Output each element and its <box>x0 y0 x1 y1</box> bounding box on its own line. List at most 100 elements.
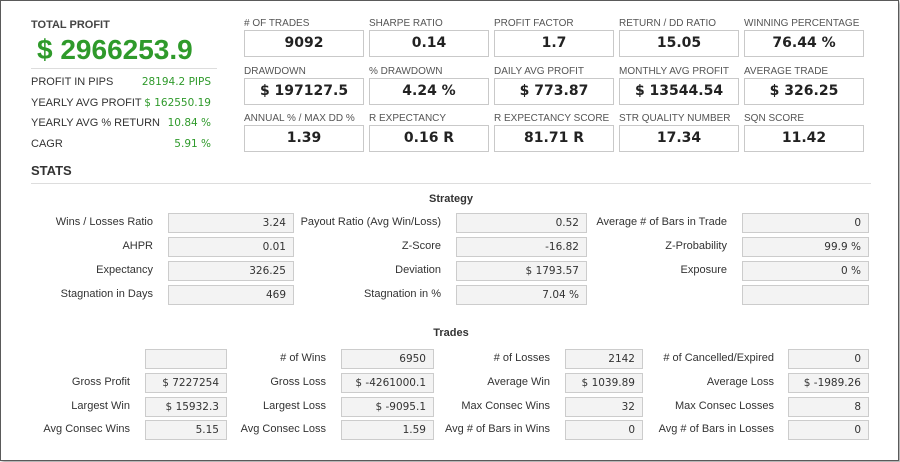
stat-label: Expectancy <box>96 264 153 276</box>
stat-value <box>742 285 869 305</box>
trades-section-title: Trades <box>433 327 469 339</box>
metric-value: 11.42 <box>744 125 864 152</box>
metric-value: 15.05 <box>619 30 739 57</box>
stat-label: Z-Score <box>401 240 441 252</box>
stat-label: Avg # of Bars in Wins <box>445 423 550 435</box>
metric-label: R EXPECTANCY SCORE <box>494 113 610 124</box>
summary-row-yearly-avg-profit: YEARLY AVG PROFIT $ 162550.19 <box>31 97 211 113</box>
stat-label: Stagnation in % <box>363 288 441 300</box>
metric-value: 0.14 <box>369 30 489 57</box>
stat-value: 1.59 <box>341 420 434 440</box>
metric-value: 17.34 <box>619 125 739 152</box>
stat-value: $ -9095.1 <box>341 397 434 417</box>
stat-value: 0 <box>565 420 643 440</box>
summary-label: YEARLY AVG PROFIT <box>31 97 142 109</box>
summary-row-cagr: CAGR 5.91 % <box>31 138 211 154</box>
stat-value: 32 <box>565 397 643 417</box>
summary-value: 10.84 % <box>167 117 211 129</box>
metric-label: DRAWDOWN <box>244 66 306 77</box>
stat-label: AHPR <box>122 240 153 252</box>
metric-value: 81.71 R <box>494 125 614 152</box>
summary-value: 5.91 % <box>174 138 211 150</box>
metric-label: MONTHLY AVG PROFIT <box>619 66 730 77</box>
metric-value: 9092 <box>244 30 364 57</box>
summary-value: 28194.2 PIPS <box>141 76 211 88</box>
stat-label: # of Losses <box>493 352 550 364</box>
metric-label: R EXPECTANCY <box>369 113 447 124</box>
stat-label: Avg Consec Wins <box>43 423 130 435</box>
metric-label: STR QUALITY NUMBER <box>619 113 731 124</box>
stat-label: Avg # of Bars in Losses <box>658 423 774 435</box>
stat-label: Largest Win <box>71 400 130 412</box>
divider <box>31 183 871 184</box>
stat-value: 0.52 <box>456 213 587 233</box>
metric-label: % DRAWDOWN <box>369 66 443 77</box>
stat-value: 0 <box>788 349 869 369</box>
metric-value: 1.7 <box>494 30 614 57</box>
stat-value: 5.15 <box>145 420 227 440</box>
stat-value: 0 <box>742 213 869 233</box>
total-profit-label: TOTAL PROFIT <box>31 19 110 31</box>
stat-label: Wins / Losses Ratio <box>55 216 153 228</box>
stat-value: 0.01 <box>168 237 294 257</box>
stat-label: Avg Consec Loss <box>240 423 326 435</box>
stat-value: 6950 <box>341 349 434 369</box>
metric-label: AVERAGE TRADE <box>744 66 829 77</box>
total-profit-value: $ 2966253.9 <box>37 34 193 65</box>
metric-label: ANNUAL % / MAX DD % <box>244 113 355 124</box>
stat-label: Average # of Bars in Trade <box>596 216 727 228</box>
metric-value: 0.16 R <box>369 125 489 152</box>
stat-value: $ -4261000.1 <box>341 373 434 393</box>
summary-row-profit-in-pips: PROFIT IN PIPS 28194.2 PIPS <box>31 76 211 92</box>
metric-label: PROFIT FACTOR <box>494 18 574 29</box>
stat-value <box>145 349 227 369</box>
stat-label: Average Loss <box>706 376 774 388</box>
stat-value: 2142 <box>565 349 643 369</box>
stat-label: Largest Loss <box>263 400 326 412</box>
stat-label: Z-Probability <box>665 240 727 252</box>
metric-label: SHARPE RATIO <box>369 18 443 29</box>
summary-label: PROFIT IN PIPS <box>31 76 114 88</box>
stat-value: 0 <box>788 420 869 440</box>
summary-row-yearly-avg-return: YEARLY AVG % RETURN 10.84 % <box>31 117 211 133</box>
summary-label: YEARLY AVG % RETURN <box>31 117 160 129</box>
stat-value: 0 % <box>742 261 869 281</box>
metric-value: 4.24 % <box>369 78 489 105</box>
summary-value: $ 162550.19 <box>144 97 211 109</box>
strategy-section-title: Strategy <box>428 193 474 205</box>
metric-value: $ 197127.5 <box>244 78 364 105</box>
metric-label: SQN SCORE <box>744 113 805 124</box>
stat-value: 469 <box>168 285 294 305</box>
metric-value: 1.39 <box>244 125 364 152</box>
metric-value: $ 773.87 <box>494 78 614 105</box>
stat-value: 7.04 % <box>456 285 587 305</box>
stat-value: $ 7227254 <box>145 373 227 393</box>
stat-label: Gross Profit <box>71 376 130 388</box>
stat-value: -16.82 <box>456 237 587 257</box>
stat-value: 8 <box>788 397 869 417</box>
stat-value: $ 1793.57 <box>456 261 587 281</box>
metric-value: $ 13544.54 <box>619 78 739 105</box>
stat-value: 326.25 <box>168 261 294 281</box>
stat-label: Deviation <box>395 264 441 276</box>
metric-label: WINNING PERCENTAGE <box>744 18 860 29</box>
metric-value: $ 326.25 <box>744 78 864 105</box>
stat-label: Exposure <box>680 264 727 276</box>
stat-label: Max Consec Wins <box>461 400 550 412</box>
metric-label: RETURN / DD RATIO <box>619 18 717 29</box>
metric-value: 76.44 % <box>744 30 864 57</box>
stats-heading: STATS <box>31 163 72 178</box>
stat-label: Max Consec Losses <box>674 400 774 412</box>
stat-value: 3.24 <box>168 213 294 233</box>
stat-label: Gross Loss <box>270 376 326 388</box>
stat-value: $ 1039.89 <box>565 373 643 393</box>
summary-label: CAGR <box>31 138 63 150</box>
stat-label: Average Win <box>487 376 550 388</box>
stat-value: 99.9 % <box>742 237 869 257</box>
stat-label: Payout Ratio (Avg Win/Loss) <box>300 216 441 228</box>
stat-label: # of Cancelled/Expired <box>663 352 774 364</box>
stat-label: Stagnation in Days <box>60 288 153 300</box>
metric-label: DAILY AVG PROFIT <box>494 66 585 77</box>
stat-label: # of Wins <box>280 352 326 364</box>
